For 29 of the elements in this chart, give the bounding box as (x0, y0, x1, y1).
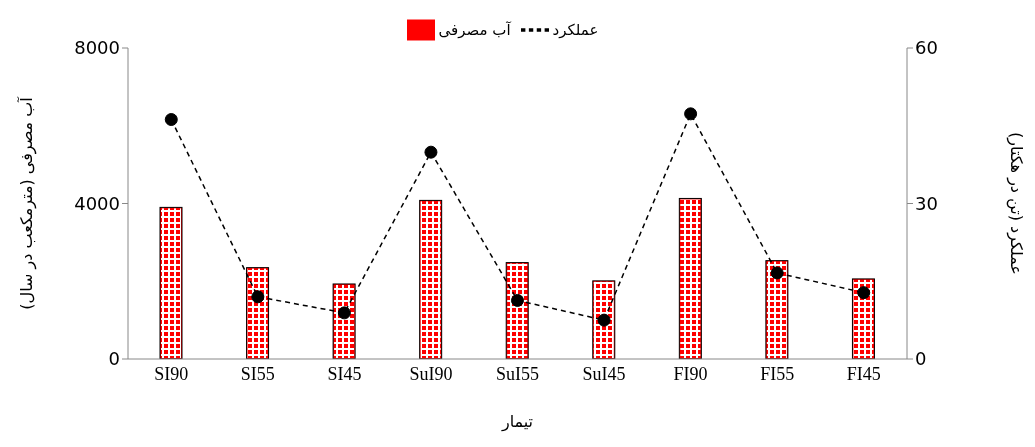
point (337, 306, 351, 320)
point (857, 286, 871, 300)
point (511, 293, 524, 307)
y-tick-label: 0 (108, 348, 120, 370)
y-axis-title: آب مصرفی (مترمکعب در سال) (16, 95, 37, 310)
y2-tick-label: 0 (915, 348, 927, 370)
point (164, 113, 178, 127)
x-tick-label: SuI55 (495, 363, 540, 384)
x-tick-label: FI45 (846, 363, 881, 384)
x-tick-label: SI55 (240, 363, 275, 384)
point (770, 266, 784, 280)
y2-tick-label: 30 (915, 192, 938, 214)
y-tick-label: 4000 (74, 192, 120, 214)
point (597, 313, 611, 327)
y-tick-label: 8000 (74, 37, 120, 59)
y2-tick-label: 60 (915, 37, 938, 59)
legend-label: عملکرد (552, 20, 599, 39)
x-tick-label: SuI45 (582, 363, 626, 384)
point (684, 107, 698, 121)
x-tick-label: FI90 (673, 363, 708, 384)
x-tick-label: SI45 (327, 363, 362, 384)
x-axis-title: تیمار (500, 412, 534, 432)
point (251, 290, 265, 304)
y2-axis-title: عملکرد (تن در هکتار) (1006, 132, 1027, 275)
x-tick-label: FI55 (760, 363, 795, 384)
x-tick-label: SuI90 (409, 363, 453, 384)
legend-label: آب مصرفی (438, 20, 511, 39)
x-tick-label: SI90 (154, 363, 189, 384)
point (424, 145, 438, 159)
